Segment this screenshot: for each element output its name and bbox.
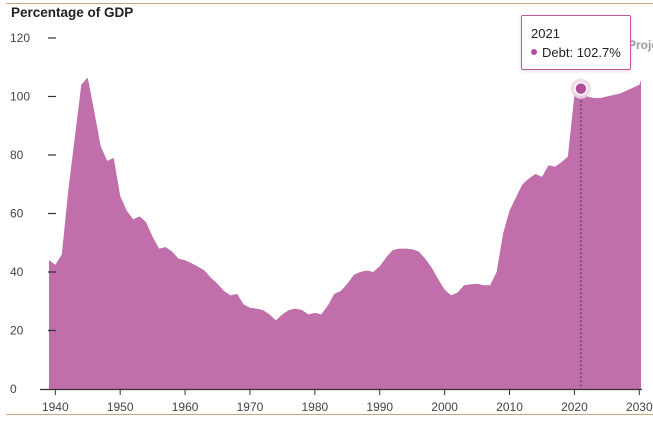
debt-area[interactable] xyxy=(49,76,641,389)
y-axis-title: Percentage of GDP xyxy=(11,5,134,20)
y-tick-label: 100 xyxy=(10,90,30,104)
y-tick-label: 120 xyxy=(10,31,30,45)
x-tick-label: 2020 xyxy=(561,400,588,414)
x-tick-label: 2030 xyxy=(626,400,653,414)
x-tick-label: 2010 xyxy=(496,400,523,414)
tooltip-value: 102.7% xyxy=(576,45,621,60)
x-tick-label: 1970 xyxy=(237,400,264,414)
tooltip-series-label: Debt xyxy=(542,45,570,60)
series-dot-icon xyxy=(531,49,537,55)
x-tick-label: 1950 xyxy=(107,400,134,414)
tooltip-year: 2021 xyxy=(531,26,560,41)
y-tick-label: 80 xyxy=(10,148,24,162)
tooltip-value-row: Debt: 102.7% xyxy=(531,45,621,60)
y-tick-label: 0 xyxy=(10,382,17,396)
x-tick-label: 1960 xyxy=(172,400,199,414)
data-tooltip: 2021 Debt: 102.7% xyxy=(521,15,631,70)
x-axis-ticks: 1940 1950 1960 1970 1980 1990 2000 2010 2020 2030 xyxy=(42,389,653,414)
x-tick-label: 1940 xyxy=(42,400,69,414)
y-tick-label: 20 xyxy=(10,324,24,338)
projected-label: Projected xyxy=(628,38,653,52)
x-tick-label: 2000 xyxy=(431,400,458,414)
bottom-rule xyxy=(6,414,653,415)
y-tick-label: 60 xyxy=(10,207,24,221)
x-tick-label: 1980 xyxy=(302,400,329,414)
top-rule xyxy=(6,3,653,4)
y-axis-ticks: 0 20 40 60 80 100 120 xyxy=(10,31,56,396)
y-tick-label: 40 xyxy=(10,265,24,279)
x-tick-label: 1990 xyxy=(366,400,393,414)
hover-point-2021[interactable] xyxy=(574,81,588,96)
